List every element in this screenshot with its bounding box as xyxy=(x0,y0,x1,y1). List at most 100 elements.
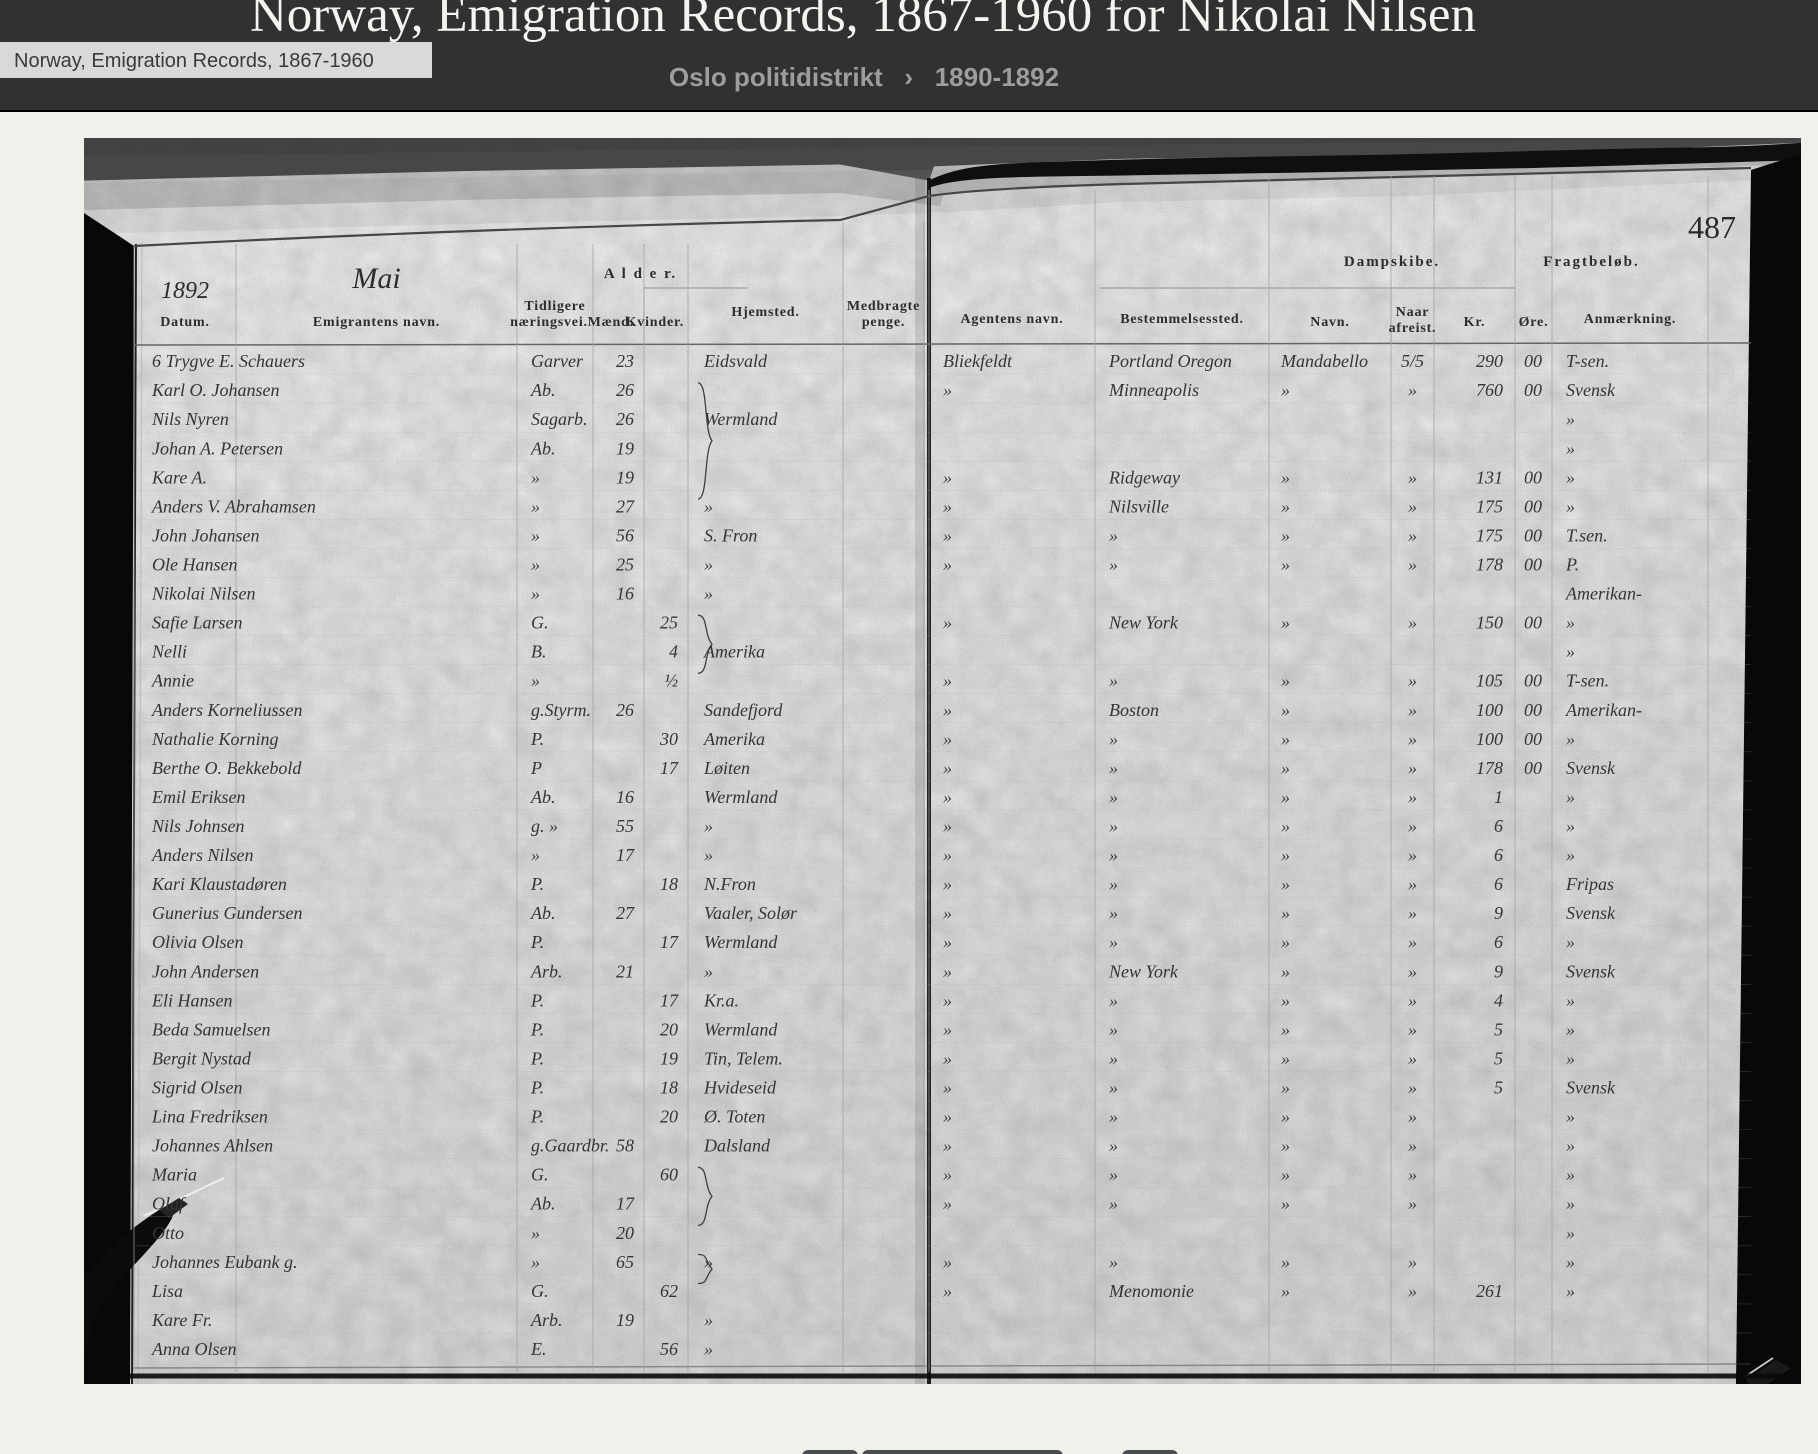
svg-text:P.: P. xyxy=(530,1107,544,1127)
svg-text:17: 17 xyxy=(616,1194,635,1214)
svg-text:17: 17 xyxy=(660,758,679,778)
svg-text:Svensk: Svensk xyxy=(1566,758,1616,778)
svg-text:»: » xyxy=(1109,787,1118,807)
svg-text:Amerikan-: Amerikan- xyxy=(1565,700,1642,720)
svg-text:Arb.: Arb. xyxy=(530,1310,563,1330)
svg-text:175: 175 xyxy=(1476,525,1503,545)
svg-text:»: » xyxy=(1566,1165,1575,1185)
svg-text:»: » xyxy=(704,1339,713,1359)
svg-text:»: » xyxy=(531,555,540,575)
svg-text:26: 26 xyxy=(616,380,634,400)
svg-text:6: 6 xyxy=(1494,845,1503,865)
svg-text:John Johansen: John Johansen xyxy=(152,525,259,545)
svg-text:Sandefjord: Sandefjord xyxy=(704,700,783,720)
svg-text:Agentens navn.: Agentens navn. xyxy=(961,312,1064,327)
svg-text:9: 9 xyxy=(1494,903,1503,923)
svg-text:»: » xyxy=(531,1252,540,1272)
svg-text:g.Styrm.: g.Styrm. xyxy=(531,700,591,720)
svg-text:»: » xyxy=(704,816,713,836)
svg-text:27: 27 xyxy=(616,903,635,923)
svg-text:»: » xyxy=(1281,758,1290,778)
svg-text:»: » xyxy=(1281,467,1290,487)
svg-text:næringsvei.: næringsvei. xyxy=(510,315,588,330)
svg-text:»: » xyxy=(531,496,540,516)
svg-text:Svensk: Svensk xyxy=(1566,380,1616,400)
svg-text:4: 4 xyxy=(1494,990,1503,1010)
svg-text:»: » xyxy=(1281,1165,1290,1185)
svg-text:»: » xyxy=(704,555,713,575)
svg-text:»: » xyxy=(1109,729,1118,749)
svg-text:26: 26 xyxy=(616,409,634,429)
svg-text:»: » xyxy=(943,729,952,749)
svg-text:»: » xyxy=(943,1281,952,1301)
svg-text:1892: 1892 xyxy=(161,278,209,304)
svg-text:261: 261 xyxy=(1476,1281,1503,1301)
svg-text:Amerika: Amerika xyxy=(703,729,765,749)
svg-text:»: » xyxy=(1109,1194,1118,1214)
svg-text:00: 00 xyxy=(1524,613,1542,633)
svg-text:Eidsvald: Eidsvald xyxy=(703,351,768,371)
svg-text:»: » xyxy=(1408,1252,1417,1272)
svg-text:»: » xyxy=(1281,1281,1290,1301)
svg-text:Nils Nyren: Nils Nyren xyxy=(151,409,229,429)
svg-text:»: » xyxy=(531,845,540,865)
svg-text:Kr.a.: Kr.a. xyxy=(703,990,739,1010)
svg-text:P.: P. xyxy=(530,729,544,749)
svg-text:Ø. Toten: Ø. Toten xyxy=(703,1107,765,1127)
svg-text:T-sen.: T-sen. xyxy=(1566,351,1609,371)
svg-text:»: » xyxy=(1281,816,1290,836)
svg-text:»: » xyxy=(1566,729,1575,749)
svg-text:»: » xyxy=(1408,816,1417,836)
svg-text:»: » xyxy=(1109,1049,1118,1069)
svg-text:»: » xyxy=(1281,932,1290,952)
svg-text:Johan A. Petersen: Johan A. Petersen xyxy=(152,438,283,458)
svg-text:»: » xyxy=(1566,1252,1575,1272)
svg-text:Datum.: Datum. xyxy=(160,315,210,330)
svg-text:Nikolai Nilsen: Nikolai Nilsen xyxy=(151,584,256,604)
svg-text:Arb.: Arb. xyxy=(530,961,563,981)
svg-text:5: 5 xyxy=(1494,1078,1503,1098)
svg-text:»: » xyxy=(1109,758,1118,778)
svg-text:»: » xyxy=(1408,1049,1417,1069)
svg-text:»: » xyxy=(1408,1281,1417,1301)
svg-text:»: » xyxy=(943,555,952,575)
svg-text:Mai: Mai xyxy=(351,262,400,295)
svg-text:»: » xyxy=(1109,1107,1118,1127)
svg-text:»: » xyxy=(531,671,540,691)
svg-text:»: » xyxy=(1281,496,1290,516)
svg-text:»: » xyxy=(704,961,713,981)
svg-text:Anna Olsen: Anna Olsen xyxy=(151,1339,237,1359)
svg-text:P.: P. xyxy=(1565,555,1579,575)
svg-text:»: » xyxy=(1281,874,1290,894)
svg-text:Anders Nilsen: Anders Nilsen xyxy=(151,845,254,865)
svg-text:»: » xyxy=(943,903,952,923)
svg-text:17: 17 xyxy=(660,932,679,952)
svg-text:»: » xyxy=(1566,1194,1575,1214)
svg-text:»: » xyxy=(943,1165,952,1185)
svg-text:Dalsland: Dalsland xyxy=(703,1136,771,1156)
svg-text:afreist.: afreist. xyxy=(1389,321,1437,336)
svg-text:Kare Fr.: Kare Fr. xyxy=(151,1310,212,1330)
svg-text:»: » xyxy=(1566,1107,1575,1127)
svg-text:»: » xyxy=(1408,613,1417,633)
svg-text:62: 62 xyxy=(660,1281,678,1301)
svg-text:»: » xyxy=(943,816,952,836)
svg-text:»: » xyxy=(1281,1252,1290,1272)
svg-text:»: » xyxy=(1281,845,1290,865)
svg-text:»: » xyxy=(1109,903,1118,923)
svg-text:00: 00 xyxy=(1524,700,1542,720)
svg-text:»: » xyxy=(943,467,952,487)
svg-text:Sigrid Olsen: Sigrid Olsen xyxy=(152,1078,243,1098)
svg-text:»: » xyxy=(943,1019,952,1039)
svg-text:»: » xyxy=(1281,729,1290,749)
svg-text:»: » xyxy=(1281,787,1290,807)
svg-text:»: » xyxy=(1109,1019,1118,1039)
svg-text:00: 00 xyxy=(1524,555,1542,575)
svg-text:»: » xyxy=(1109,671,1118,691)
svg-text:00: 00 xyxy=(1524,671,1542,691)
svg-text:6 Trygve E. Schauers: 6 Trygve E. Schauers xyxy=(152,351,305,371)
svg-text:100: 100 xyxy=(1476,700,1503,720)
svg-text:Berthe O. Bekkebold: Berthe O. Bekkebold xyxy=(152,758,302,778)
svg-text:»: » xyxy=(1566,1223,1575,1243)
svg-text:58: 58 xyxy=(616,1136,634,1156)
